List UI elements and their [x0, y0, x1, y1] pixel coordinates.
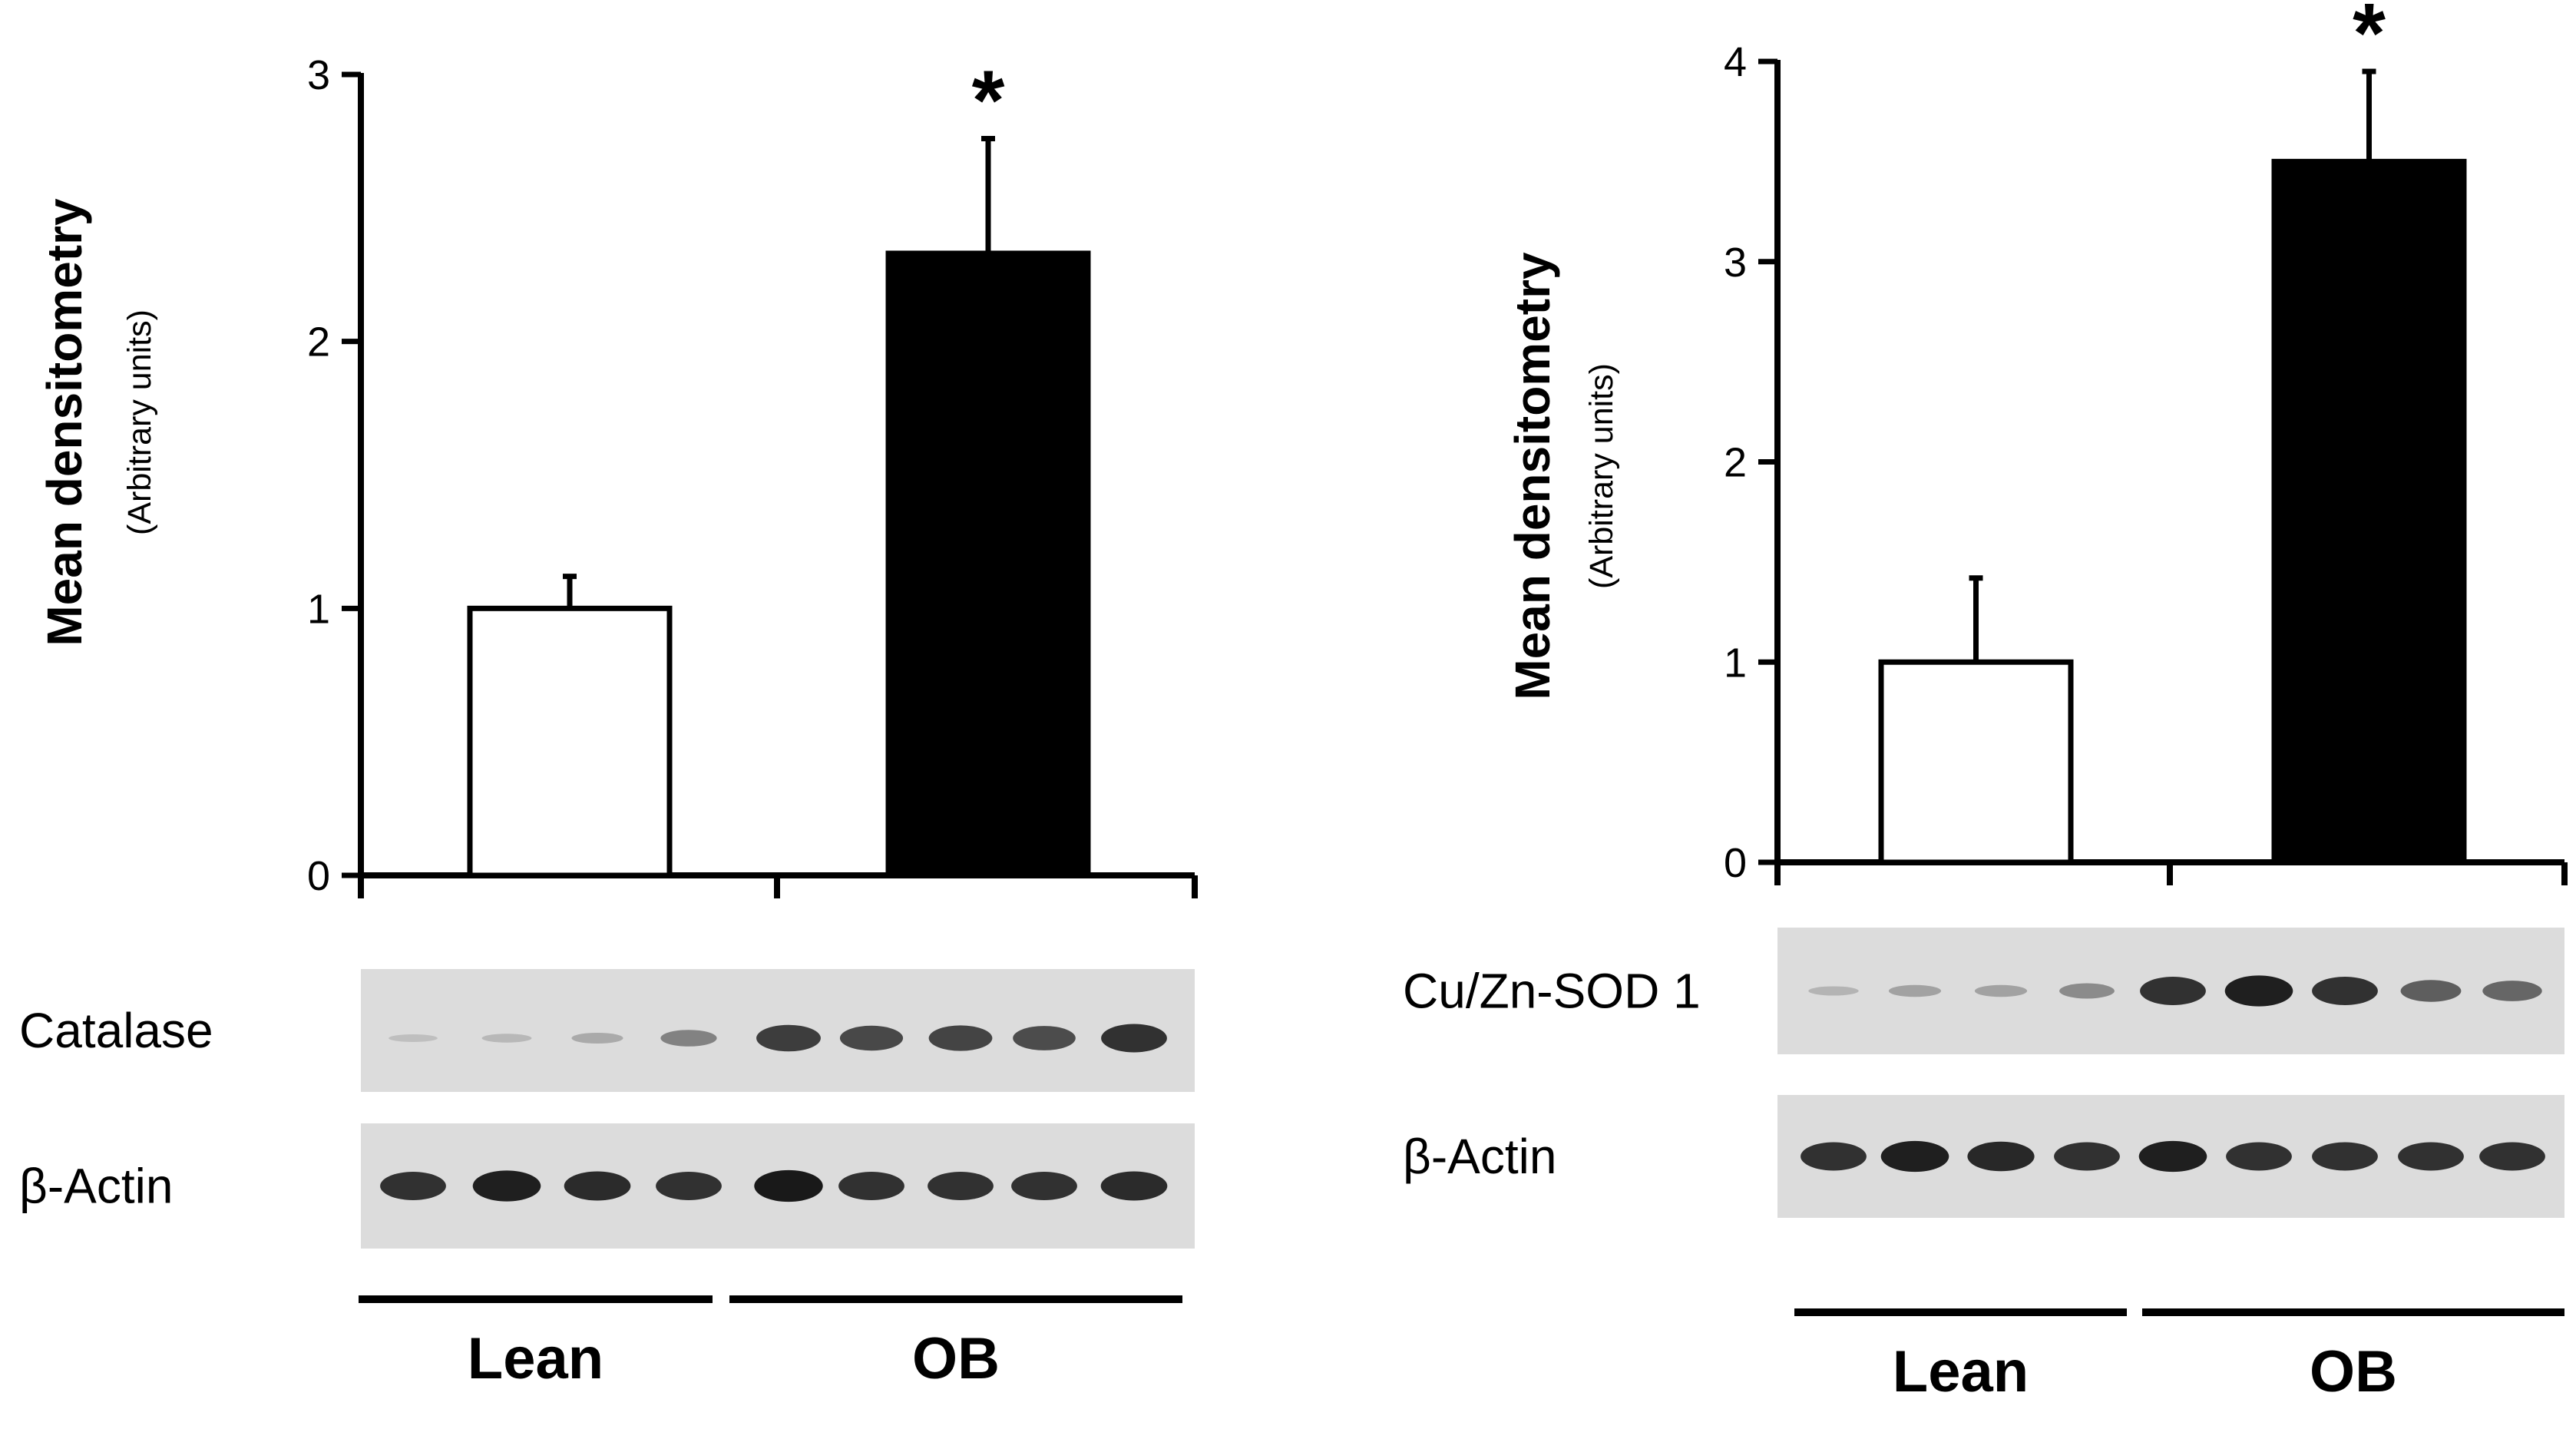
blot-band: [1888, 984, 1942, 997]
blot-row-2: β-Actin: [19, 1123, 1195, 1249]
blot-band: [656, 1172, 722, 1200]
blot-band: [2312, 977, 2378, 1005]
blot-band: [2400, 980, 2462, 1002]
blot-band: [1801, 1142, 1867, 1171]
blot-band: [472, 1170, 541, 1202]
blot-band: [1974, 984, 2028, 997]
blot-row-2: β-Actin: [1403, 1095, 2564, 1218]
chart-panel-2: Mean densitometry (Arbitrary units) 0 1 2 3 4 *…: [1403, 0, 2568, 1404]
y-tick-label: 2: [1724, 440, 1747, 486]
blot-band: [2226, 1142, 2292, 1171]
bar-ob: [2271, 158, 2467, 865]
y-axis-label: Mean densitometry: [1505, 252, 1560, 700]
bar-ob: [885, 250, 1091, 878]
y-axis-sublabel: (Arbitrary units): [121, 309, 158, 535]
blot-band: [1101, 1024, 1167, 1053]
y-tick-label: 4: [1724, 39, 1747, 85]
blot-band: [754, 1169, 823, 1202]
bar-lean: [467, 605, 673, 878]
blot-band: [2398, 1142, 2464, 1171]
y-tick-label: 2: [307, 319, 330, 366]
bar-lean: [1878, 659, 2074, 865]
blot-band: [839, 1025, 904, 1051]
blot-band: [660, 1030, 717, 1047]
blot-band: [2054, 1142, 2120, 1171]
blot-band: [1013, 1026, 1076, 1050]
blot-band: [481, 1034, 532, 1043]
y-tick-label: 0: [307, 853, 330, 899]
blot-band: [2224, 975, 2293, 1007]
blot-label: β-Actin: [1403, 1129, 1556, 1184]
blot-band: [1880, 1140, 1949, 1173]
blot-band: [2482, 981, 2542, 1001]
significance-marker: *: [2353, 0, 2386, 81]
blot-band: [928, 1025, 993, 1051]
blot-row-1: Catalase: [19, 969, 1195, 1092]
blot-band: [1011, 1172, 1077, 1200]
blot-label: β-Actin: [19, 1159, 173, 1214]
group-label-ob: OB: [2310, 1339, 2397, 1404]
blot-band: [2312, 1142, 2378, 1171]
blot-band: [1967, 1141, 2035, 1172]
blot-band: [928, 1172, 994, 1200]
blot-label: Cu/Zn-SOD 1: [1403, 964, 1701, 1019]
group-label-lean: Lean: [468, 1326, 603, 1391]
y-axis-label: Mean densitometry: [37, 198, 92, 647]
blot-band: [2059, 983, 2115, 999]
group-label-ob: OB: [912, 1326, 1000, 1391]
blot-band: [2479, 1142, 2545, 1171]
y-tick-label: 1: [1724, 640, 1747, 686]
group-label-lean: Lean: [1893, 1339, 2029, 1404]
blot-band: [756, 1024, 821, 1052]
blot-band: [571, 1032, 623, 1044]
blot-band: [1100, 1171, 1168, 1201]
y-tick-label: 0: [1724, 840, 1747, 886]
y-axis-sublabel: (Arbitrary units): [1583, 363, 1620, 589]
y-tick-label: 3: [307, 52, 330, 98]
blot-band: [1808, 986, 1859, 996]
blot-band: [838, 1172, 904, 1200]
blot-row-1: Cu/Zn-SOD 1: [1403, 928, 2564, 1054]
blot-band: [380, 1172, 446, 1200]
y-tick-label: 3: [1724, 240, 1747, 286]
significance-marker: *: [972, 53, 1005, 147]
chart-panel-1: Mean densitometry (Arbitrary units) 0 1 2 3 * C…: [19, 52, 1198, 1391]
blot-band: [2138, 1140, 2207, 1173]
blot-band: [389, 1034, 438, 1043]
blot-label: Catalase: [19, 1003, 213, 1058]
blot-band: [564, 1171, 631, 1201]
blot-band: [2140, 977, 2206, 1005]
y-tick-label: 1: [307, 586, 330, 632]
